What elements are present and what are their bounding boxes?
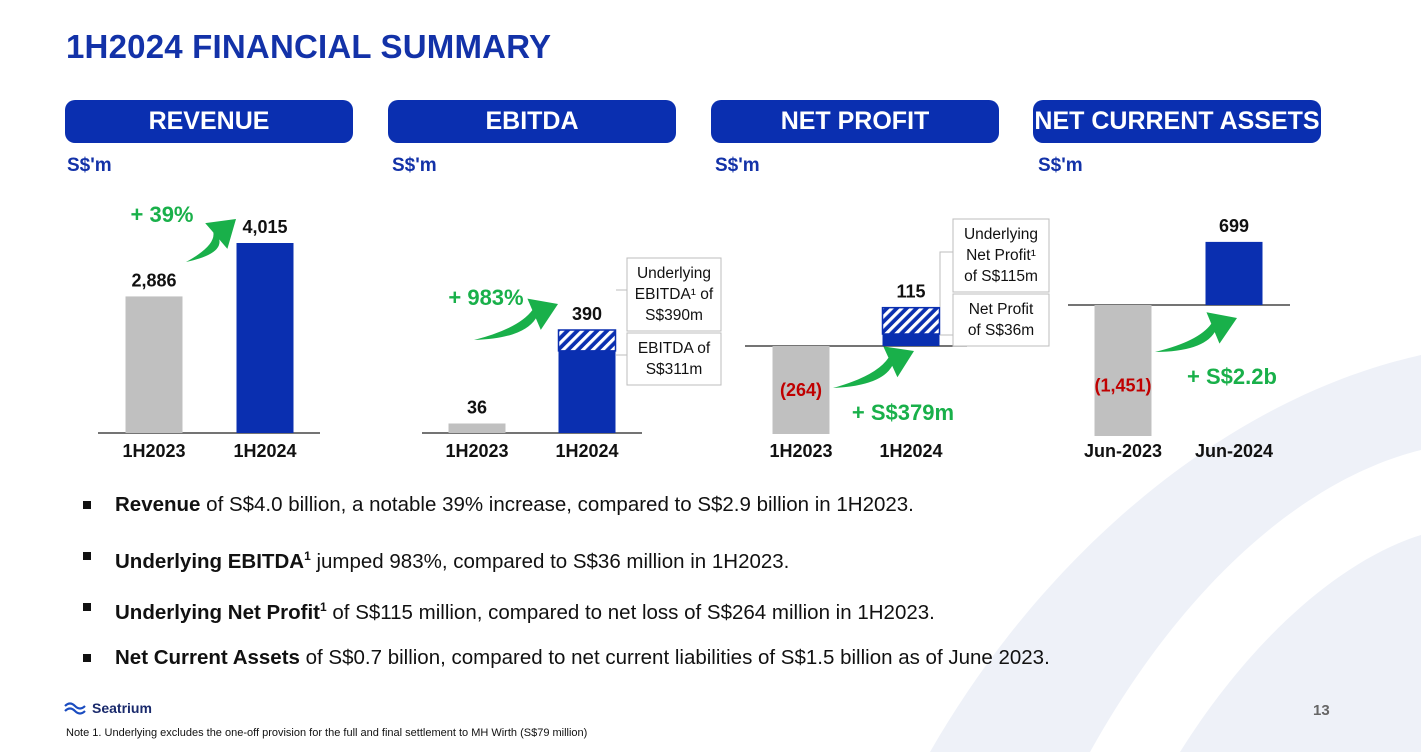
growth-arrow: [186, 219, 236, 262]
company-logo: Seatrium: [64, 700, 152, 716]
bar-1h2023: [448, 423, 506, 433]
bullet-marker: [83, 501, 91, 509]
net-profit-underlying-callout-line: Net Profit¹: [966, 247, 1036, 264]
change-label: + S$2.2b: [1187, 364, 1277, 389]
growth-arrow: [833, 346, 914, 388]
change-label: + 983%: [448, 285, 523, 310]
bullet-bold: Revenue: [115, 493, 201, 516]
ebitda-underlying-callout-line: S$390m: [645, 307, 703, 324]
ebitda-header: EBITDA: [388, 100, 676, 143]
ebitda-underlying-callout-box: [626, 257, 722, 332]
net-profit-reported-callout-line: of S$36m: [968, 322, 1034, 339]
net-profit-unit: S$'m: [715, 155, 760, 176]
category-label: Jun-2024: [1195, 441, 1273, 461]
category-label: 1H2024: [233, 441, 296, 461]
change-label: + 39%: [131, 202, 194, 227]
category-label: 1H2024: [879, 441, 942, 461]
net-profit-header: NET PROFIT: [711, 100, 999, 143]
logo-text: Seatrium: [92, 700, 152, 716]
bar-1h2024-adjustment: [557, 329, 617, 352]
bar-1h2023: [125, 296, 183, 433]
net-profit-reported-callout-box: [952, 293, 1050, 347]
summary-bullets: Revenue of S$4.0 billion, a notable 39% …: [82, 490, 1050, 694]
net-profit-underlying-callout-box: [952, 218, 1050, 293]
value-label: 390: [572, 304, 602, 324]
bullet-revenue: Revenue of S$4.0 billion, a notable 39% …: [82, 490, 1050, 541]
ebitda-underlying-callout-line: Underlying: [637, 265, 711, 282]
bar-1h2024-base: [882, 334, 940, 346]
ebitda-reported-callout-line: EBITDA of: [638, 340, 711, 357]
bullet-net-profit: Underlying Net Profit1 of S$115 million,…: [82, 592, 1050, 643]
bullet-text: of S$4.0 billion, a notable 39% increase…: [200, 493, 914, 516]
net-profit-underlying-callout-line: Underlying: [964, 226, 1038, 243]
ebitda-reported-callout-box: [626, 332, 722, 386]
wave-icon: [64, 702, 86, 715]
revenue-header: REVENUE: [65, 100, 353, 143]
page-title: 1H2024 FINANCIAL SUMMARY: [66, 28, 552, 65]
net-profit-underlying-callout-line: of S$115m: [964, 268, 1038, 285]
bullet-bold: Underlying Net Profit1: [115, 600, 327, 624]
bar-1h2024: [236, 243, 294, 433]
financial-charts: 2,886 1H2023 4,015 1H2024 36 1H2023 390 1H2024 (…: [98, 202, 1290, 461]
value-label: 4,015: [242, 217, 287, 237]
revenue-unit: S$'m: [67, 155, 112, 176]
bullet-marker: [83, 552, 91, 560]
ebitda-underlying-callout-line: EBITDA¹ of: [635, 286, 714, 303]
bar-1h2023: [772, 346, 830, 434]
value-label: 2,886: [131, 270, 176, 290]
bullet-text: of S$0.7 billion, compared to net curren…: [299, 646, 1050, 669]
bar-1h2024-adjustment: [881, 306, 941, 335]
bar-1h2024-base: [558, 350, 616, 433]
net-current-assets-unit: S$'m: [1038, 155, 1083, 176]
value-label: (264): [780, 380, 822, 400]
ebitda-unit: S$'m: [392, 155, 437, 176]
value-label: (1,451): [1094, 376, 1151, 396]
bar-jun-2023: [1094, 305, 1152, 436]
category-label: 1H2024: [555, 441, 618, 461]
net-current-assets-header: NET CURRENT ASSETS: [1033, 100, 1321, 143]
value-label: 699: [1219, 216, 1249, 236]
ebitda-reported-callout-line: S$311m: [646, 361, 703, 378]
category-label: 1H2023: [769, 441, 832, 461]
bar-jun-2024: [1205, 241, 1263, 305]
bullet-marker: [83, 654, 91, 662]
bullet-bold: Underlying EBITDA1: [115, 549, 311, 573]
bullet-text: of S$115 million, compared to net loss o…: [326, 600, 935, 624]
growth-arrow: [474, 298, 558, 340]
callout-connector: [939, 251, 953, 307]
category-label: 1H2023: [445, 441, 508, 461]
change-label: + S$379m: [852, 400, 954, 425]
value-label: 36: [467, 397, 487, 417]
category-label: 1H2023: [122, 441, 185, 461]
value-label: 115: [896, 282, 925, 302]
category-label: Jun-2023: [1084, 441, 1162, 461]
net-profit-reported-callout-line: Net Profit: [969, 301, 1034, 318]
bullet-ebitda: Underlying EBITDA1 jumped 983%, compared…: [82, 541, 1050, 592]
bullet-text: jumped 983%, compared to S$36 million in…: [310, 549, 790, 573]
growth-arrow: [1155, 312, 1237, 352]
page-number: 13: [1313, 702, 1330, 719]
bullet-marker: [83, 603, 91, 611]
footnote: Note 1. Underlying excludes the one-off …: [66, 727, 588, 739]
bullet-bold: Net Current Assets: [115, 646, 300, 669]
bullet-net-current-assets: Net Current Assets of S$0.7 billion, com…: [82, 643, 1050, 694]
